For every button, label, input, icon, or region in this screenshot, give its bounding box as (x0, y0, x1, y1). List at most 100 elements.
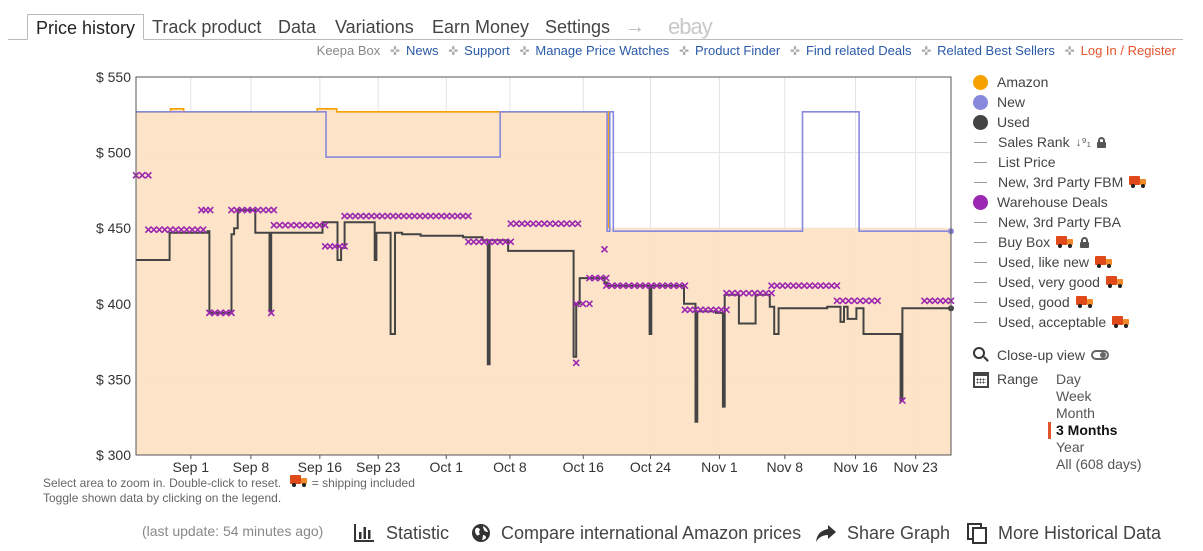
closeup-view-control[interactable]: Close-up view (973, 347, 1109, 363)
legend-item-new-3rd-party-fba[interactable]: New, 3rd Party FBA (973, 212, 1198, 232)
legend-item-used-very-good[interactable]: Used, very good (973, 272, 1198, 292)
price-history-chart[interactable]: $ 550$ 500$ 450$ 400$ 350$ 300 Sep 1 Sep … (0, 60, 960, 480)
warehouse-deal-mark (600, 245, 609, 253)
warehouse-deal-mark (267, 309, 275, 317)
separator-icon: ✜ (519, 44, 530, 58)
share-graph-button[interactable]: Share Graph (815, 520, 950, 546)
find-related-deals-link[interactable]: Find related Deals (805, 43, 912, 58)
login-register-link[interactable]: Log In / Register (1080, 43, 1176, 58)
legend-item-new-3rd-party-fbm[interactable]: New, 3rd Party FBM (973, 172, 1198, 192)
lock-icon (1080, 236, 1090, 248)
legend-item-new[interactable]: New (973, 92, 1198, 112)
legend-line-icon (974, 321, 987, 323)
x-tick-label: Oct 1 (430, 459, 464, 475)
tab-bar: Price history Track product Data Variati… (8, 14, 1183, 40)
warehouse-deal-mark (572, 300, 594, 308)
warehouse-deal-mark (767, 282, 841, 290)
tab-settings[interactable]: Settings (545, 17, 611, 37)
legend-item-used-acceptable[interactable]: Used, acceptable (973, 312, 1198, 332)
copy-icon (967, 523, 987, 544)
separator-icon: ✜ (921, 44, 932, 58)
warehouse-deal-mark (585, 274, 610, 282)
warehouse-deal-mark (197, 206, 214, 214)
tab-earn-money[interactable]: Earn Money (432, 17, 530, 37)
legend-item-used-like-new[interactable]: Used, like new (973, 252, 1198, 272)
x-axis: Sep 1 Sep 8 Sep 16 Sep 23 Oct 1 Oct 8 Oct 16 Oc… (173, 455, 938, 475)
warehouse-deal-mark (341, 212, 472, 220)
range-label: Range (997, 371, 1039, 387)
x-tick-label: Sep 1 (173, 459, 210, 475)
legend-label: Buy Box (998, 234, 1051, 250)
warehouse-deal-mark (227, 206, 278, 214)
legend-label: Warehouse Deals (997, 194, 1108, 210)
series-new (136, 111, 951, 232)
legend-label: Used, good (998, 294, 1070, 310)
warehouse-deal-mark (507, 220, 582, 228)
related-best-sellers-link[interactable]: Related Best Sellers (937, 43, 1055, 58)
tab-price-history[interactable]: Price history (27, 14, 145, 40)
x-tick-label: Nov 1 (701, 459, 738, 475)
share-icon (816, 525, 836, 542)
range-option-3-months[interactable]: 3 Months (1048, 422, 1142, 439)
y-tick-label: $ 300 (96, 447, 131, 463)
manage-price-watches-link[interactable]: Manage Price Watches (535, 43, 670, 58)
legend-item-used-good[interactable]: Used, good (973, 292, 1198, 312)
legend-dot-icon (973, 194, 988, 210)
truck-icon (1095, 256, 1113, 268)
legend-dot-icon (973, 74, 988, 90)
legend-item-amazon[interactable]: Amazon (973, 72, 1198, 92)
legend-label: Used, acceptable (998, 314, 1107, 330)
legend-line-icon (974, 221, 987, 223)
legend-item-warehouse-deals[interactable]: Warehouse Deals (973, 192, 1198, 212)
closeup-view-label: Close-up view (997, 347, 1085, 363)
range-option-month[interactable]: Month (1056, 405, 1095, 421)
range-option-all-608-days-[interactable]: All (608 days) (1056, 456, 1142, 472)
range-option-year[interactable]: Year (1056, 439, 1085, 455)
tab-data[interactable]: Data (278, 17, 317, 37)
warehouse-deal-mark (722, 289, 776, 297)
truck-icon (1075, 296, 1094, 308)
closeup-view-toggle[interactable] (1090, 350, 1109, 360)
arrow-right-icon: → (625, 16, 645, 38)
keepa-box-link[interactable]: Keepa Box (316, 43, 381, 58)
tab-ebay[interactable]: ebay (668, 14, 713, 39)
warehouse-deal-mark (144, 226, 207, 234)
product-finder-link[interactable]: Product Finder (695, 43, 781, 58)
warehouse-deal-mark (270, 221, 329, 229)
calendar-icon (973, 372, 989, 388)
truck-icon (1105, 276, 1124, 288)
range-control: Range (973, 371, 1038, 388)
shipping-hint-text: = shipping included (311, 476, 415, 490)
news-link[interactable]: News (405, 43, 439, 58)
legend-item-buy-box[interactable]: Buy Box (973, 232, 1198, 252)
legend-line-icon (974, 161, 987, 163)
sort-numeric-icon: ↓⁹₁ (1075, 135, 1091, 149)
legend-label: Sales Rank (998, 134, 1070, 150)
last-update-text: (last update: 54 minutes ago) (142, 523, 324, 539)
chart-legend: Amazon New Used Sales Rank ↓⁹₁ List Price New,… (973, 72, 1198, 332)
warehouse-deal-mark (833, 297, 882, 305)
toggle-hint: Toggle shown data by clicking on the leg… (43, 491, 282, 505)
range-option-day[interactable]: Day (1056, 371, 1081, 387)
legend-label: New, 3rd Party FBA (998, 214, 1121, 230)
legend-item-list-price[interactable]: List Price (973, 152, 1198, 172)
compare-international-button[interactable]: Compare international Amazon prices (471, 520, 801, 546)
more-historical-data-button[interactable]: More Historical Data (966, 520, 1161, 546)
truck-icon (1056, 236, 1074, 248)
tab-track-product[interactable]: Track product (152, 17, 262, 37)
legend-line-icon (974, 281, 987, 283)
footer-bar: (last update: 54 minutes ago) Statistic … (0, 520, 1203, 546)
legend-label: List Price (998, 154, 1056, 170)
y-tick-label: $ 550 (96, 69, 131, 85)
legend-item-used[interactable]: Used (973, 112, 1198, 132)
warehouse-deal-mark (681, 306, 731, 314)
bar-chart-icon (354, 524, 374, 542)
statistic-button[interactable]: Statistic (352, 520, 449, 546)
legend-item-sales-rank[interactable]: Sales Rank ↓⁹₁ (973, 132, 1198, 152)
y-axis: $ 550 $ 500 $ 450 $ 400 $ 350 $ 300 (96, 69, 131, 463)
tab-variations[interactable]: Variations (335, 17, 414, 37)
support-link[interactable]: Support (464, 43, 510, 58)
more-label: More Historical Data (998, 522, 1162, 543)
range-option-week[interactable]: Week (1056, 388, 1092, 404)
chart-area-fill (136, 108, 951, 456)
